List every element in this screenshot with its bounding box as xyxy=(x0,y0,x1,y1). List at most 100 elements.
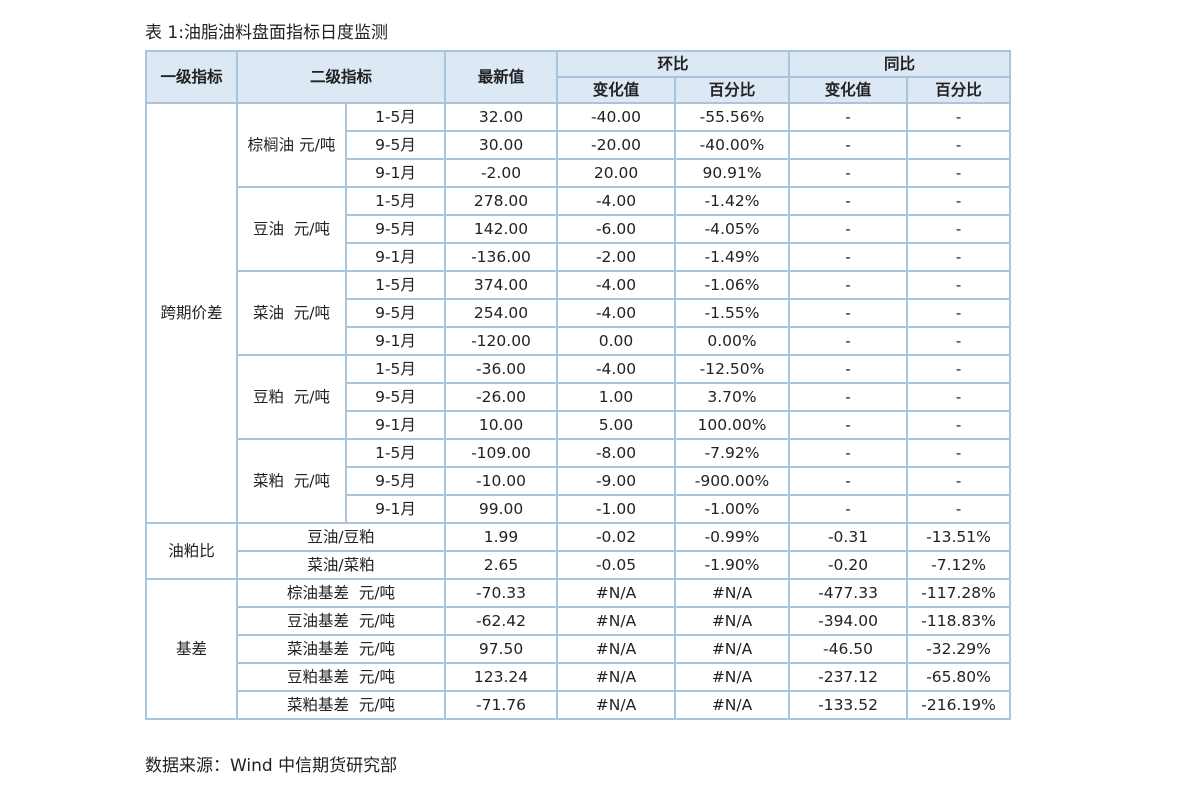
value-cell: - xyxy=(906,354,1012,384)
value-cell: - xyxy=(906,242,1012,272)
table-row: 菜粕基差 元/吨 -71.76 #N/A #N/A -133.52 -216.19% xyxy=(146,690,1012,720)
header-cell: 变化值 xyxy=(788,76,909,104)
value-cell: -4.00 xyxy=(556,270,677,300)
period-cell: 9-5月 xyxy=(344,214,447,244)
table-row: 9-1月 -120.00 0.00 0.00% - - xyxy=(146,326,1012,356)
value-cell: -117.28% xyxy=(906,578,1012,608)
table-row: 豆粕基差 元/吨 123.24 #N/A #N/A -237.12 -65.80% xyxy=(146,662,1012,692)
value-cell: -900.00% xyxy=(674,466,791,496)
table-row: 油粕比 豆油/豆粕 1.99 -0.02 -0.99% -0.31 -13.51% xyxy=(145,522,1012,580)
value-cell: #N/A xyxy=(556,662,677,692)
value-cell: -40.00 xyxy=(556,102,677,132)
period-cell: 9-1月 xyxy=(344,494,447,524)
header-cell: 最新值 xyxy=(444,50,559,104)
value-cell: -71.76 xyxy=(444,690,559,720)
value-cell: - xyxy=(906,214,1012,244)
value-cell: -216.19% xyxy=(906,690,1012,720)
value-cell: - xyxy=(788,270,909,300)
value-cell: - xyxy=(788,326,909,356)
value-cell: #N/A xyxy=(674,578,791,608)
period-cell: 9-5月 xyxy=(344,130,447,160)
value-cell: #N/A xyxy=(556,606,677,636)
table-body: 跨期价差 棕榈油 元/吨 1-5月 32.00 -40.00 -55.56% - -9-5月 3… xyxy=(145,102,1012,720)
value-cell: -7.12% xyxy=(906,550,1012,580)
value-cell: 10.00 xyxy=(444,410,559,440)
value-cell: - xyxy=(906,186,1012,216)
value-cell: - xyxy=(906,466,1012,496)
value-cell: - xyxy=(788,186,909,216)
value-cell: - xyxy=(906,494,1012,524)
value-cell: -1.00 xyxy=(556,494,677,524)
value-cell: #N/A xyxy=(556,690,677,720)
value-cell: -7.92% xyxy=(674,438,791,468)
period-cell: 1-5月 xyxy=(344,102,447,132)
indicator-cell: 菜油/菜粕 xyxy=(235,550,447,580)
table-row: 9-1月 -136.00 -2.00 -1.49% - - xyxy=(146,242,1012,272)
value-cell: 2.65 xyxy=(444,550,559,580)
indicator-cell: 菜油基差 元/吨 xyxy=(235,634,447,664)
value-cell: 142.00 xyxy=(444,214,559,244)
period-cell: 1-5月 xyxy=(344,354,447,384)
section-label: 油粕比 xyxy=(145,522,238,580)
value-cell: -20.00 xyxy=(556,130,677,160)
value-cell: #N/A xyxy=(556,634,677,664)
value-cell: 100.00% xyxy=(674,410,791,440)
value-cell: -0.99% xyxy=(674,522,791,552)
value-cell: -32.29% xyxy=(906,634,1012,664)
value-cell: -394.00 xyxy=(788,606,909,636)
table-row: 9-5月 254.00 -4.00 -1.55% - - xyxy=(146,298,1012,328)
value-cell: 123.24 xyxy=(444,662,559,692)
table-row: 9-1月 99.00 -1.00 -1.00% - - xyxy=(146,494,1012,524)
period-cell: 1-5月 xyxy=(344,438,447,468)
period-cell: 9-1月 xyxy=(344,158,447,188)
value-cell: - xyxy=(788,102,909,132)
value-cell: 5.00 xyxy=(556,410,677,440)
group-label: 菜油 元/吨 xyxy=(236,270,347,356)
value-cell: 99.00 xyxy=(444,494,559,524)
value-cell: - xyxy=(788,158,909,188)
value-cell: 90.91% xyxy=(674,158,791,188)
group-label: 菜粕 元/吨 xyxy=(236,438,347,524)
source-note: 数据来源：Wind 中信期货研究部 xyxy=(145,756,398,776)
header-cell: 百分比 xyxy=(906,76,1012,104)
table-row: 基差 棕油基差 元/吨 -70.33 #N/A #N/A -477.33 -117.28% xyxy=(145,578,1012,720)
value-cell: #N/A xyxy=(556,578,677,608)
value-cell: - xyxy=(906,410,1012,440)
value-cell: #N/A xyxy=(674,606,791,636)
value-cell: -477.33 xyxy=(788,578,909,608)
table-row: 菜油/菜粕 2.65 -0.05 -1.90% -0.20 -7.12% xyxy=(146,550,1012,580)
header-cell: 环比 xyxy=(556,50,791,78)
value-cell: 32.00 xyxy=(444,102,559,132)
indicator-cell: 棕油基差 元/吨 xyxy=(235,578,447,608)
period-cell: 9-1月 xyxy=(344,242,447,272)
group-label: 棕榈油 元/吨 xyxy=(236,102,347,188)
value-cell: -36.00 xyxy=(444,354,559,384)
value-cell: -1.90% xyxy=(674,550,791,580)
table-row: 菜油 元/吨 1-5月 374.00 -4.00 -1.06% - - xyxy=(146,270,1012,356)
value-cell: #N/A xyxy=(674,690,791,720)
table-row: 9-1月 10.00 5.00 100.00% - - xyxy=(146,410,1012,440)
value-cell: -0.02 xyxy=(556,522,677,552)
table-row: 豆油基差 元/吨 -62.42 #N/A #N/A -394.00 -118.83% xyxy=(146,606,1012,636)
value-cell: 0.00% xyxy=(674,326,791,356)
value-cell: - xyxy=(906,130,1012,160)
indicator-cell: 豆粕基差 元/吨 xyxy=(235,662,447,692)
period-cell: 9-1月 xyxy=(344,410,447,440)
value-cell: -1.55% xyxy=(674,298,791,328)
table-row: 9-5月 -10.00 -9.00 -900.00% - - xyxy=(146,466,1012,496)
period-cell: 1-5月 xyxy=(344,270,447,300)
value-cell: -2.00 xyxy=(556,242,677,272)
header-cell: 一级指标 xyxy=(145,50,238,104)
value-cell: -0.05 xyxy=(556,550,677,580)
value-cell: 30.00 xyxy=(444,130,559,160)
value-cell: -0.31 xyxy=(788,522,909,552)
value-cell: 3.70% xyxy=(674,382,791,412)
value-cell: -13.51% xyxy=(906,522,1012,552)
value-cell: -8.00 xyxy=(556,438,677,468)
value-cell: - xyxy=(788,298,909,328)
value-cell: -133.52 xyxy=(788,690,909,720)
value-cell: - xyxy=(906,382,1012,412)
value-cell: #N/A xyxy=(674,634,791,664)
table-row: 跨期价差 棕榈油 元/吨 1-5月 32.00 -40.00 -55.56% - - xyxy=(145,102,1012,524)
